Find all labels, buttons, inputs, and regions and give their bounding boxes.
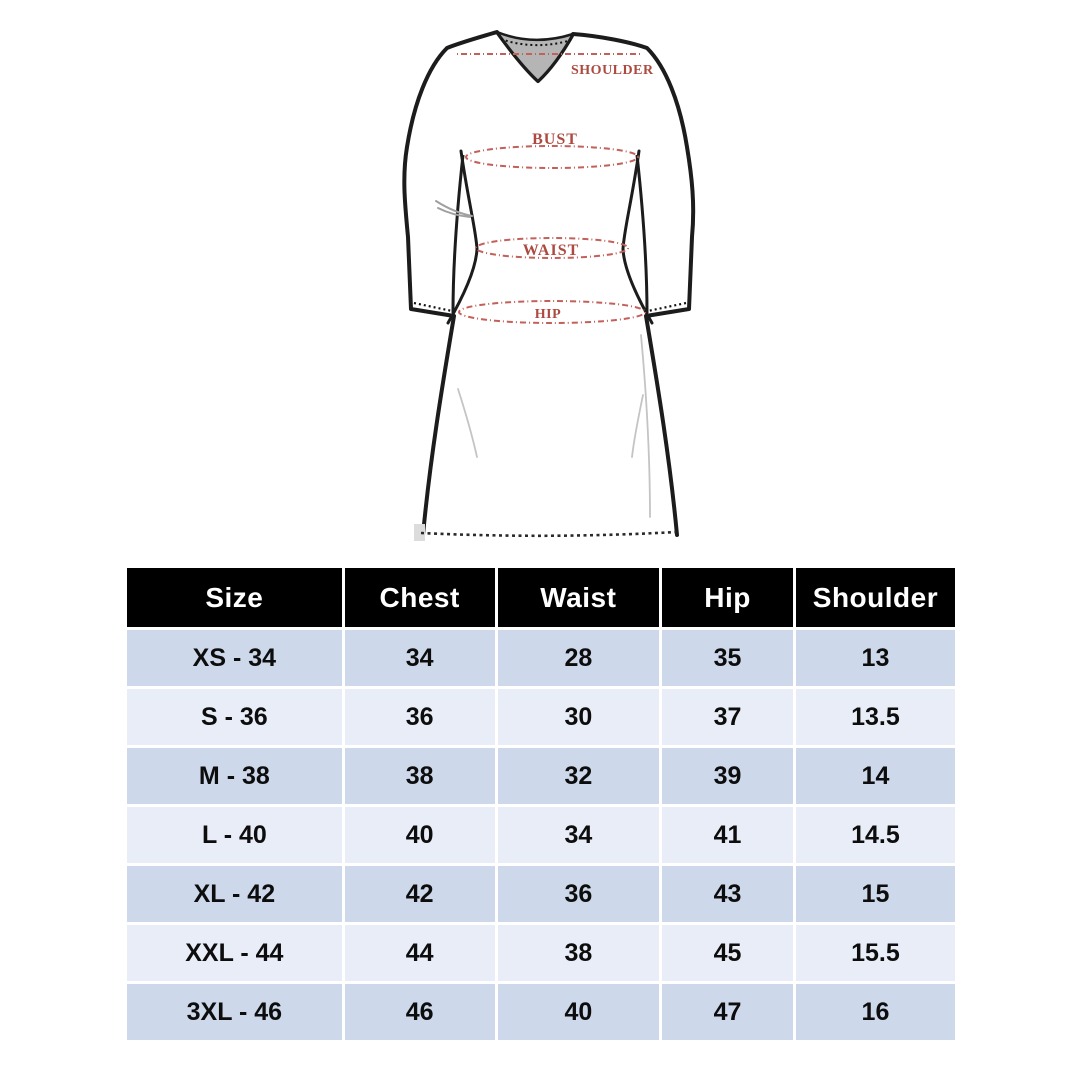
size-table-header: Size Chest Waist Hip Shoulder	[124, 565, 959, 630]
column-header-hip: Hip	[659, 565, 796, 630]
hem-stitching	[420, 530, 677, 538]
cell-waist: 28	[494, 627, 663, 689]
cell-shoulder: 14	[792, 745, 959, 807]
waist-label: WAIST	[523, 242, 580, 259]
cell-shoulder: 16	[792, 981, 959, 1043]
cell-hip: 35	[659, 627, 796, 689]
cell-chest: 40	[341, 804, 498, 866]
column-header-size: Size	[124, 565, 345, 630]
hip-guide-ellipse	[458, 300, 646, 324]
garment-diagram: SHOULDER BUST WAIST HIP	[390, 4, 710, 556]
cell-hip: 39	[659, 745, 796, 807]
cell-hip: 43	[659, 863, 796, 925]
size-table-body: XS - 34 34 28 35 13 S - 36 36 30 37 13.5…	[124, 627, 959, 1043]
left-sleeve-inner-line	[451, 154, 465, 314]
bust-label: BUST	[532, 131, 578, 148]
table-row-m: M - 38 38 32 39 14	[124, 745, 959, 807]
cell-shoulder: 13.5	[792, 686, 959, 748]
cell-shoulder: 15	[792, 863, 959, 925]
cell-shoulder: 15.5	[792, 922, 959, 984]
table-row-l: L - 40 40 34 41 14.5	[124, 804, 959, 866]
right-body-seam	[621, 149, 654, 325]
cell-shoulder: 13	[792, 627, 959, 689]
kurta-sketch: SHOULDER BUST WAIST HIP	[402, 30, 696, 541]
cell-waist: 38	[494, 922, 663, 984]
hip-label: HIP	[535, 307, 561, 322]
cell-hip: 41	[659, 804, 796, 866]
table-row-xs: XS - 34 34 28 35 13	[124, 627, 959, 689]
neck-inset	[495, 30, 575, 83]
bust-guide-ellipse	[465, 145, 639, 169]
cell-size: XXL - 44	[124, 922, 345, 984]
table-row-xxl: XXL - 44 44 38 45 15.5	[124, 922, 959, 984]
neckline-stitching	[500, 38, 572, 47]
hem-tag	[414, 524, 425, 541]
cell-chest: 46	[341, 981, 498, 1043]
cell-chest: 34	[341, 627, 498, 689]
skirt-fold-marks	[457, 334, 651, 518]
cell-size: S - 36	[124, 686, 345, 748]
cell-size: 3XL - 46	[124, 981, 345, 1043]
cell-waist: 32	[494, 745, 663, 807]
right-cuff-stitching	[647, 301, 687, 313]
cell-size: XL - 42	[124, 863, 345, 925]
cell-size: L - 40	[124, 804, 345, 866]
waist-guide-ellipse	[475, 237, 629, 259]
column-header-waist: Waist	[494, 565, 663, 630]
cell-hip: 45	[659, 922, 796, 984]
chest-fold-mark	[435, 200, 473, 218]
table-row-xl: XL - 42 42 36 43 15	[124, 863, 959, 925]
left-cuff-stitching	[413, 301, 453, 313]
cell-waist: 30	[494, 686, 663, 748]
column-header-chest: Chest	[341, 565, 498, 630]
cell-chest: 42	[341, 863, 498, 925]
shoulder-label: SHOULDER	[571, 63, 654, 78]
cell-hip: 47	[659, 981, 796, 1043]
cell-size: XS - 34	[124, 627, 345, 689]
cell-waist: 36	[494, 863, 663, 925]
right-sleeve-inner-line	[635, 154, 649, 314]
cell-size: M - 38	[124, 745, 345, 807]
cell-chest: 36	[341, 686, 498, 748]
cell-shoulder: 14.5	[792, 804, 959, 866]
header-row: Size Chest Waist Hip Shoulder	[124, 565, 959, 630]
left-body-seam	[446, 149, 479, 325]
size-table: Size Chest Waist Hip Shoulder XS - 34 34…	[124, 565, 959, 1043]
table-row-s: S - 36 36 30 37 13.5	[124, 686, 959, 748]
column-header-shoulder: Shoulder	[792, 565, 959, 630]
cell-waist: 40	[494, 981, 663, 1043]
cell-waist: 34	[494, 804, 663, 866]
table-row-3xl: 3XL - 46 46 40 47 16	[124, 981, 959, 1043]
cell-hip: 37	[659, 686, 796, 748]
cell-chest: 44	[341, 922, 498, 984]
cell-chest: 38	[341, 745, 498, 807]
